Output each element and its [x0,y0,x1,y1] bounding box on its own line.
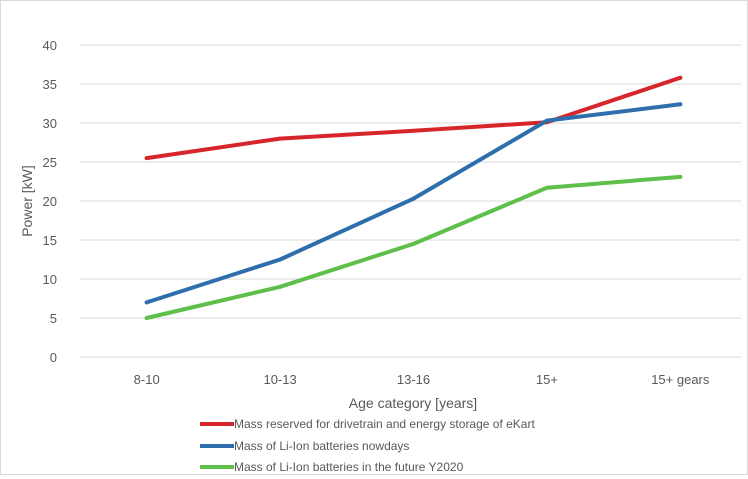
legend-label: Mass of Li-Ion batteries nowdays [234,439,409,453]
data-point [278,284,283,289]
data-point [278,257,283,262]
y-tick-label: 30 [43,116,57,131]
y-tick-label: 5 [50,311,57,326]
legend-label: Mass of Li-Ion batteries in the future Y… [234,460,464,474]
legend-item: Mass reserved for drivetrain and energy … [200,417,535,431]
data-point [144,156,149,161]
y-tick-label: 20 [43,194,57,209]
x-tick-label: 15+ [536,372,558,387]
data-point [411,241,416,246]
y-tick-label: 10 [43,272,57,287]
data-point [678,174,683,179]
data-point [678,102,683,107]
series-lines [144,75,683,320]
data-point [544,118,549,123]
series-1 [144,75,683,161]
y-tick-label: 0 [50,350,57,365]
x-tick-label: 13-16 [397,372,430,387]
series-line [144,75,683,161]
y-axis-ticks: 0 5 10 15 20 25 30 35 40 [43,38,57,365]
data-point [144,316,149,320]
data-point [678,75,683,80]
series-line [144,102,683,305]
legend-item: Mass of Li-Ion batteries nowdays [200,439,409,453]
data-point [144,300,149,305]
y-tick-label: 35 [43,77,57,92]
data-point [544,185,549,190]
y-tick-label: 25 [43,155,57,170]
legend-label: Mass reserved for drivetrain and energy … [234,417,535,431]
x-axis-ticks: 8-10 10-13 13-16 15+ 15+ gears [134,372,710,387]
y-tick-label: 40 [43,38,57,53]
y-axis-title: Power [kW] [19,165,35,237]
x-tick-label: 10-13 [263,372,296,387]
legend-item: Mass of Li-Ion batteries in the future Y… [200,460,464,474]
x-axis-title: Age category [years] [349,395,477,411]
x-tick-label: 8-10 [134,372,160,387]
series-2 [144,102,683,305]
y-tick-label: 15 [43,233,57,248]
legend: Mass reserved for drivetrain and energy … [200,417,535,474]
data-point [411,196,416,201]
data-point [411,128,416,133]
series-3 [144,174,683,320]
data-point [278,136,283,141]
x-tick-label: 15+ gears [651,372,710,387]
